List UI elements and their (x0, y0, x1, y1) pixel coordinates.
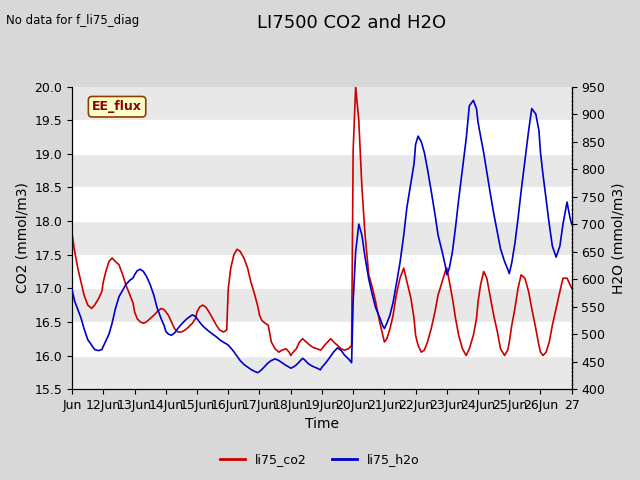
Bar (72, 322, 572, 356)
Text: LI7500 CO2 and H2O: LI7500 CO2 and H2O (257, 14, 447, 33)
Bar (72, 255, 572, 288)
Text: No data for f_li75_diag: No data for f_li75_diag (6, 14, 140, 27)
Text: EE_flux: EE_flux (92, 100, 142, 113)
Bar (72, 120, 572, 154)
X-axis label: Time: Time (305, 418, 339, 432)
Y-axis label: CO2 (mmol/m3): CO2 (mmol/m3) (15, 182, 29, 293)
Bar (72, 188, 572, 221)
Legend: li75_co2, li75_h2o: li75_co2, li75_h2o (215, 448, 425, 471)
Y-axis label: H2O (mmol/m3): H2O (mmol/m3) (611, 182, 625, 294)
